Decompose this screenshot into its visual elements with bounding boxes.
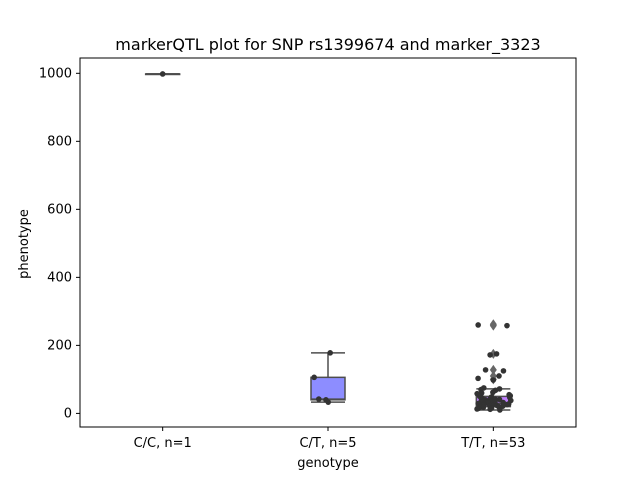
data-point [311,374,317,381]
data-point [504,322,510,329]
data-point [487,406,493,413]
data-point [480,404,487,411]
y-tick-label: 0 [64,406,72,421]
x-axis-label: genotype [297,456,358,471]
data-point [315,396,322,402]
data-point [474,406,480,412]
outlier-marker [489,364,497,375]
y-axis-label: phenotype [17,209,32,279]
data-point [500,368,507,374]
data-point [482,367,489,373]
x-tick-label: T/T, n=53 [460,436,525,451]
x-tick-label: C/C, n=1 [134,436,192,451]
data-point [487,352,493,358]
data-point [325,399,332,405]
chart-title: markerQTL plot for SNP rs1399674 and mar… [115,35,540,55]
y-tick-label: 400 [47,270,72,285]
data-point [504,401,510,408]
data-point [475,322,481,328]
plot-area [144,71,514,413]
y-tick-label: 200 [47,338,72,353]
x-tick-label: C/T, n=5 [299,436,356,451]
data-point [327,350,333,356]
y-tick-label: 1000 [39,66,72,81]
data-point [159,71,166,77]
data-point [496,373,502,379]
y-tick-label: 600 [47,202,72,217]
y-tick-label: 800 [47,134,72,149]
data-point [490,377,497,383]
data-point [493,351,500,357]
axes: 0 200 400 600 800 1000 C/C, n=1 C/T, n=5 T/T, n=… [39,57,577,451]
outlier-marker [489,319,497,330]
data-point [497,407,503,413]
data-point [490,389,496,396]
data-point [475,375,481,382]
box [310,376,346,401]
